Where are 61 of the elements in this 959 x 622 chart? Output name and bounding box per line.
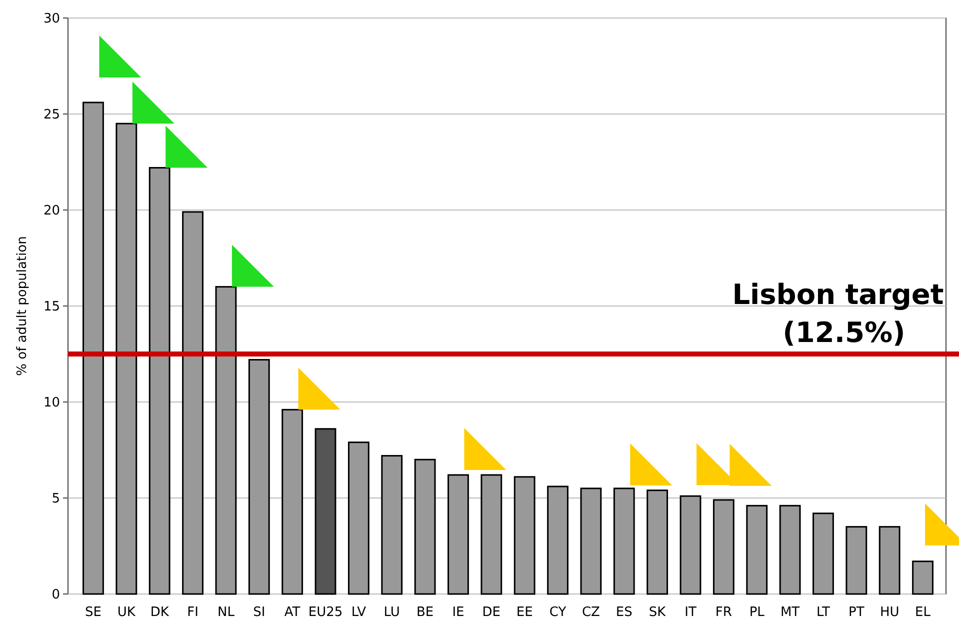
ref-line-label: Lisbon target (12.5%) <box>732 278 944 349</box>
bar <box>182 211 204 595</box>
x-tick-label: SE <box>84 605 102 620</box>
bar <box>878 526 900 595</box>
bar <box>912 560 934 595</box>
y-tick-label: 25 <box>43 108 60 123</box>
y-tick-label: 20 <box>43 204 60 219</box>
x-tick-label: SK <box>648 605 666 620</box>
y-axis-title: % of adult population <box>15 236 30 376</box>
x-tick-label: CZ <box>582 605 600 620</box>
x-tick-label: MT <box>780 605 800 620</box>
y-tick-label: 0 <box>52 588 60 603</box>
bar <box>215 286 237 595</box>
bar <box>282 408 304 595</box>
bar <box>348 442 370 595</box>
x-tick-label: LU <box>384 605 400 620</box>
y-tick-label: 30 <box>43 12 60 27</box>
x-tick-label: PT <box>848 605 864 620</box>
x-tick-label: SI <box>253 605 266 620</box>
bar <box>613 488 635 595</box>
bar <box>414 458 436 595</box>
x-tick-label: AT <box>284 605 300 620</box>
x-tick-label: LV <box>351 605 366 620</box>
x-tick-label: EE <box>516 605 533 620</box>
bar <box>116 122 138 595</box>
bar <box>846 526 868 595</box>
bar <box>680 495 702 595</box>
bar <box>746 504 768 595</box>
bar <box>148 167 170 595</box>
bar <box>779 504 801 595</box>
x-tick-label: IE <box>452 605 464 620</box>
x-tick-label: FI <box>187 605 198 620</box>
x-tick-label: NL <box>217 605 236 620</box>
x-tick-label: HU <box>880 605 900 620</box>
y-tick-label: 15 <box>43 300 60 315</box>
bar <box>448 474 469 595</box>
bar <box>314 428 336 595</box>
x-tick-label: DK <box>150 605 170 620</box>
x-tick-label: EL <box>915 605 932 620</box>
x-tick-label: CY <box>549 605 566 620</box>
x-tick-label: DE <box>482 605 501 620</box>
x-tick-label: EU25 <box>308 605 343 620</box>
x-tick-label: IT <box>684 605 696 620</box>
y-tick-label: 10 <box>43 396 60 411</box>
bar <box>248 359 270 595</box>
bar <box>480 474 502 595</box>
x-tick-label: ES <box>616 605 632 620</box>
bar <box>812 512 834 595</box>
x-tick-label: FR <box>715 605 732 620</box>
y-tick-label: 5 <box>52 492 60 507</box>
x-tick-label: UK <box>117 605 136 620</box>
x-tick-label: BE <box>416 605 434 620</box>
bar <box>514 476 536 595</box>
bar <box>82 102 104 595</box>
bar <box>580 488 602 595</box>
bar <box>547 486 568 595</box>
bar <box>712 499 734 595</box>
x-tick-label: PL <box>749 605 766 620</box>
bar <box>646 490 668 595</box>
x-tick-label: LT <box>816 605 830 620</box>
bar <box>381 455 403 595</box>
